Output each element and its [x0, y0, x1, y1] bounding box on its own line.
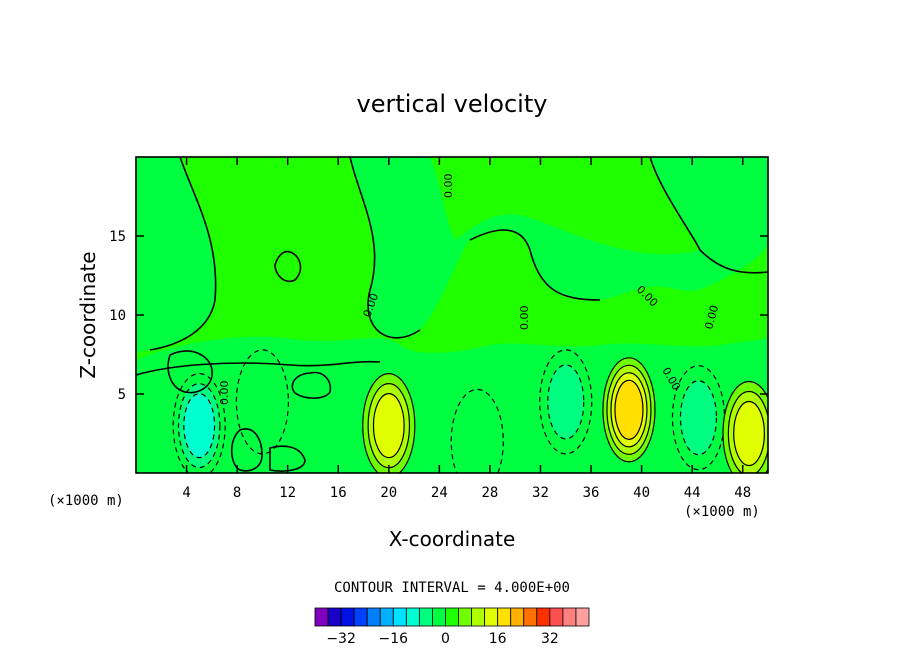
colorbar-swatch — [340, 607, 355, 627]
x-tick-label: 20 — [380, 485, 397, 501]
band-region — [136, 157, 216, 352]
x-tick-label: 8 — [233, 485, 241, 501]
colorbar-swatch — [392, 607, 407, 627]
colorbar-swatch — [575, 607, 590, 627]
contour-cell — [547, 364, 585, 440]
x-tick-label: 36 — [583, 485, 600, 501]
x-tick-label: 44 — [684, 485, 701, 501]
colorbar-swatch — [562, 607, 577, 627]
x-tick-label: 28 — [481, 485, 498, 501]
x-tick-label: 32 — [532, 485, 549, 501]
colorbar-swatch — [405, 607, 420, 627]
x-tick-label: 12 — [279, 485, 296, 501]
y-tick-label: 15 — [109, 229, 126, 245]
colorbar — [314, 607, 590, 627]
colorbar-swatch — [379, 607, 394, 627]
colorbar-swatch — [366, 607, 381, 627]
y-tick-label: 5 — [118, 387, 126, 403]
band-region — [350, 157, 768, 338]
zero-contour-label: 0.00 — [442, 174, 455, 199]
colorbar-swatch — [497, 607, 512, 627]
zero-contour-label: 0.00 — [702, 304, 721, 331]
colorbar-swatch — [314, 607, 329, 627]
contour-lines — [136, 157, 768, 472]
contour-cells — [172, 349, 768, 473]
colorbar-swatch — [327, 607, 342, 627]
colorbar-ticks: −32 −16 0 16 32 — [326, 631, 558, 647]
x-tick-label: 24 — [431, 485, 448, 501]
colorbar-swatch — [510, 607, 525, 627]
colorbar-swatch — [418, 607, 433, 627]
colorbar-tick-label: 16 — [489, 631, 507, 647]
contour-cell — [614, 379, 644, 440]
colorbar-tick-label: −32 — [326, 631, 356, 647]
contour-cell — [235, 349, 289, 455]
colorbar-tick-label: 32 — [541, 631, 559, 647]
colorbar-swatch — [458, 607, 472, 627]
colorbar-swatch — [484, 607, 499, 627]
x-axis-label: X-coordinate — [389, 527, 516, 551]
y-axis-label: Z-coordinate — [76, 251, 100, 378]
contour-cell — [183, 393, 216, 459]
colorbar-tick-label: 0 — [441, 631, 450, 647]
y-axis: 5 10 15 — [109, 229, 768, 403]
x-unit-label-right: (×1000 m) — [684, 504, 760, 520]
x-tick-label: 4 — [182, 485, 190, 501]
colorbar-tick-label: −16 — [379, 631, 409, 647]
zero-contour-label: 0.00 — [518, 306, 531, 331]
colorbar-swatch — [445, 607, 459, 627]
x-tick-label: 40 — [633, 485, 650, 501]
x-axis: 4 8 12 16 20 24 28 32 36 40 44 48 — [182, 157, 751, 501]
colorbar-swatch — [549, 607, 564, 627]
colorbar-swatch — [471, 607, 486, 627]
contour-cell — [679, 380, 718, 456]
chart-title: vertical velocity — [357, 90, 548, 118]
x-tick-label: 16 — [330, 485, 347, 501]
colorbar-swatch — [432, 607, 446, 627]
contour-cell — [450, 388, 504, 473]
contour-cell — [372, 393, 405, 459]
colorbar-swatch — [536, 607, 551, 627]
y-tick-label: 10 — [109, 308, 126, 324]
contour-interval-label: CONTOUR INTERVAL = 4.000E+00 — [334, 580, 570, 596]
contour-cell — [733, 400, 765, 467]
plot-area: 0.00 0.00 0.00 0.00 0.00 0.00 0.00 — [135, 156, 769, 474]
colorbar-swatch — [523, 607, 538, 627]
colorbar-swatch — [353, 607, 368, 627]
x-tick-label: 48 — [734, 485, 751, 501]
x-unit-label-left: (×1000 m) — [48, 493, 124, 509]
zero-contour-label: 0.00 — [218, 381, 231, 406]
